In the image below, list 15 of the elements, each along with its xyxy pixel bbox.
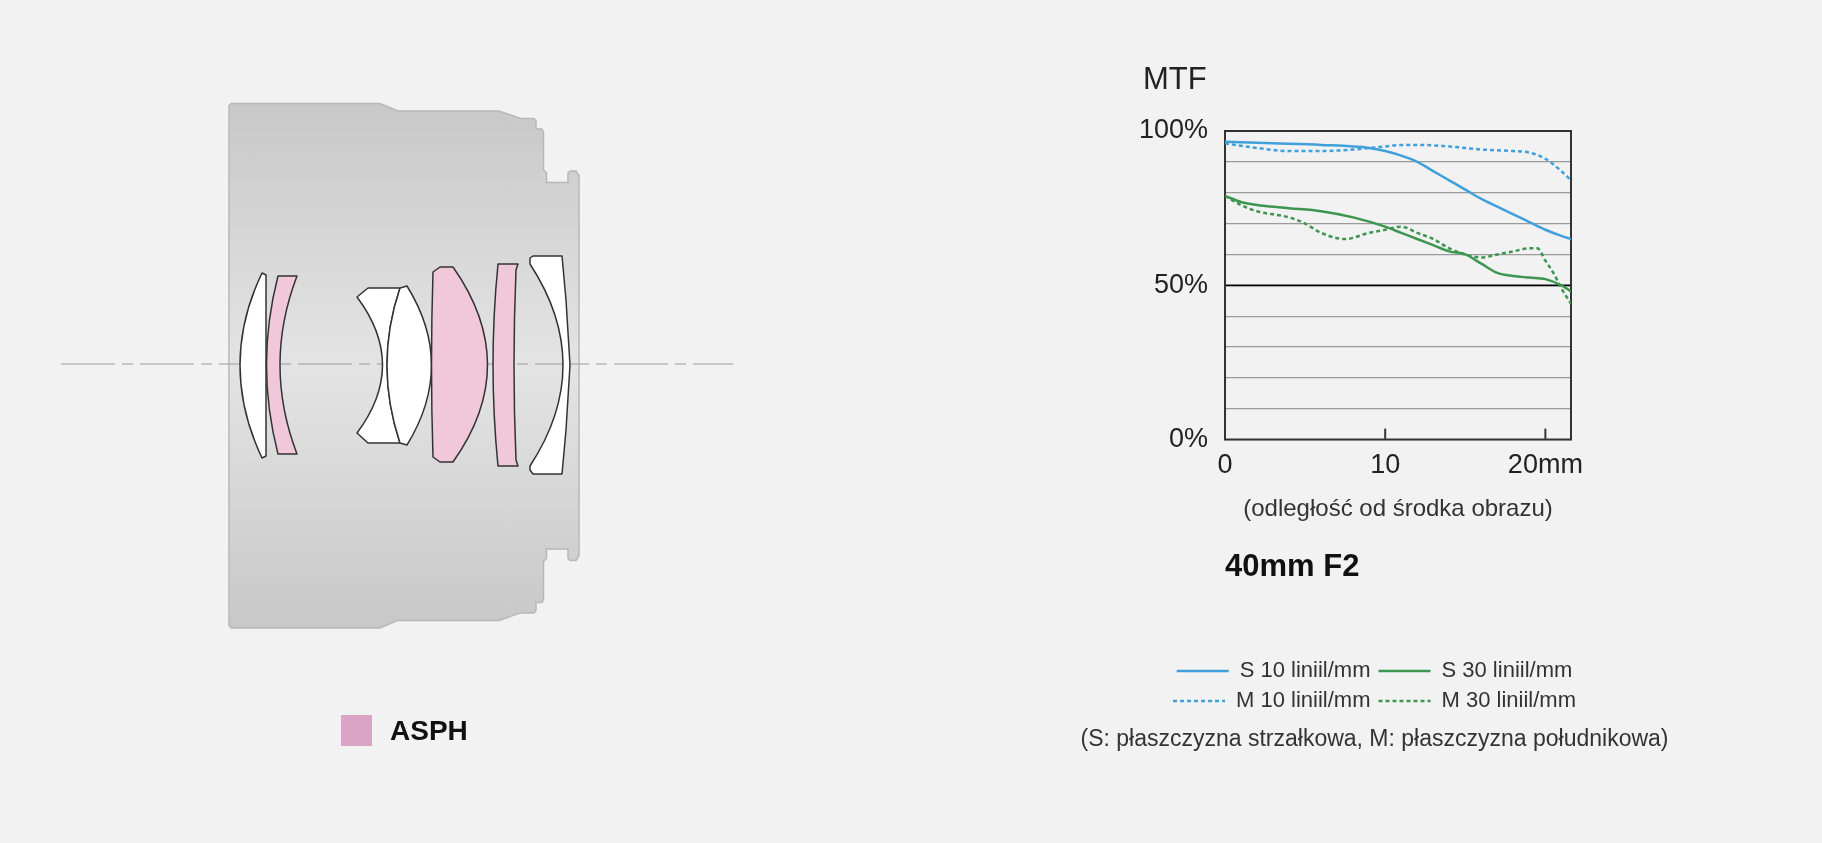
x-axis-title: (odległość od środka obrazu) [1243, 494, 1553, 522]
legend-label: S 10 liniil/mm [1239, 657, 1371, 683]
x-tick-label: 10 [1370, 449, 1401, 480]
y-tick-label: 100% [1138, 114, 1208, 145]
legend-label: S 30 liniil/mm [1441, 657, 1573, 683]
y-tick-label: 50% [1153, 268, 1208, 299]
legend-label: M 10 liniil/mm [1236, 687, 1371, 713]
text: ASPH [390, 715, 468, 746]
text: 40mm F2 [1225, 547, 1360, 583]
y-axis-title: MTF [1143, 60, 1207, 96]
x-tick-label: 20mm [1507, 449, 1583, 480]
text: (S: płaszczyzna strzałkowa, M: płaszczyzna południkowa) [1080, 725, 1669, 752]
y-tick-label: 0% [1168, 423, 1208, 454]
x-tick-label: 0 [1217, 449, 1233, 480]
legend-label: M 30 liniil/mm [1441, 687, 1576, 713]
